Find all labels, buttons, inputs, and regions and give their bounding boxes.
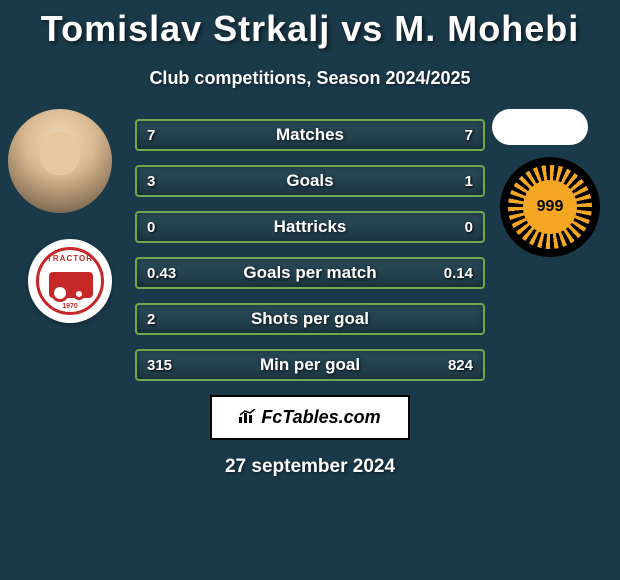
team-right-badge: 999 <box>500 157 600 257</box>
player-right-avatar-placeholder <box>492 109 588 145</box>
stat-row: 7 Matches 7 <box>135 119 485 151</box>
page-title: Tomislav Strkalj vs M. Mohebi <box>0 0 620 50</box>
stat-row: 0 Hattricks 0 <box>135 211 485 243</box>
branding-box: FcTables.com <box>210 395 410 440</box>
stat-row: 2 Shots per goal <box>135 303 485 335</box>
stat-right-value: 0.14 <box>444 265 473 282</box>
chart-icon <box>239 407 257 428</box>
stat-label: Min per goal <box>137 355 483 375</box>
stat-label: Shots per goal <box>137 309 483 329</box>
stat-left-value: 3 <box>147 173 155 190</box>
branding-text: FcTables.com <box>261 407 380 427</box>
stat-right-value: 824 <box>448 357 473 374</box>
team-left-year: 1970 <box>39 303 101 310</box>
stat-left-value: 315 <box>147 357 172 374</box>
stat-label: Matches <box>137 125 483 145</box>
stats-table: 7 Matches 7 3 Goals 1 0 Hattricks 0 0.43… <box>135 119 485 381</box>
stat-row: 0.43 Goals per match 0.14 <box>135 257 485 289</box>
stat-right-value: 1 <box>465 173 473 190</box>
stat-right-value: 7 <box>465 127 473 144</box>
team-left-badge: TRACTOR 1970 <box>28 239 112 323</box>
player-left-avatar <box>8 109 112 213</box>
stat-row: 315 Min per goal 824 <box>135 349 485 381</box>
stat-left-value: 0 <box>147 219 155 236</box>
team-left-name: TRACTOR <box>39 254 101 263</box>
stat-row: 3 Goals 1 <box>135 165 485 197</box>
stat-right-value: 0 <box>465 219 473 236</box>
content-area: TRACTOR 1970 999 7 Matches 7 3 Goals 1 0… <box>0 89 620 478</box>
stat-left-value: 2 <box>147 311 155 328</box>
stat-label: Goals <box>137 171 483 191</box>
stat-label: Hattricks <box>137 217 483 237</box>
date-text: 27 september 2024 <box>0 456 620 478</box>
team-right-core: 999 <box>523 180 577 234</box>
stat-left-value: 7 <box>147 127 155 144</box>
stat-label: Goals per match <box>137 263 483 283</box>
stat-left-value: 0.43 <box>147 265 176 282</box>
subtitle: Club competitions, Season 2024/2025 <box>0 68 620 89</box>
